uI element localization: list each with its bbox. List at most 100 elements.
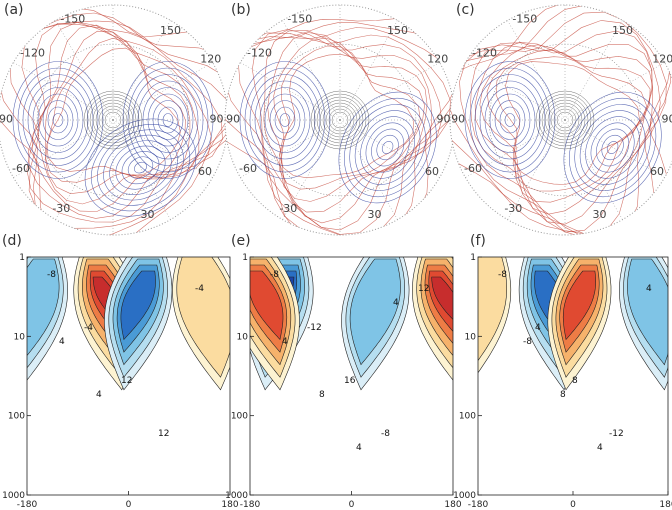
map-lon-label: 30: [593, 208, 607, 221]
map-lon-label: 120: [427, 53, 448, 66]
map-contour-negative: [601, 134, 624, 161]
map-meridian: [339, 119, 440, 178]
map-lon-label: 90: [451, 112, 465, 125]
map-coastline: [331, 111, 349, 129]
contour-label: 8: [560, 390, 566, 400]
map-meridian: [13, 119, 114, 178]
map-meridian: [339, 20, 398, 121]
map-b-field: [225, 5, 455, 235]
negative-contour: [120, 270, 156, 341]
map-contour-positive: [44, 30, 191, 195]
map-lon-label: 120: [652, 53, 672, 66]
map-c-field: [450, 5, 672, 235]
map-lon-label: -120: [472, 47, 497, 60]
y-tick-label: 100: [459, 412, 476, 422]
map-contour-negative: [376, 134, 399, 161]
map-coastline: [98, 105, 128, 135]
map-contour-negative: [360, 116, 415, 179]
map-lon-label: 90: [210, 112, 224, 125]
positive-contour: [562, 270, 597, 341]
map-lon-label: 60: [198, 165, 212, 178]
y-tick-label: 10: [237, 332, 249, 342]
section-field: [27, 257, 230, 495]
map-contour-positive: [46, 47, 181, 177]
map-lon-label: -60: [239, 162, 257, 175]
map-meridian: [55, 20, 114, 121]
section-panel-d: (d) 1 10 100 1000-180 0 180 -8 -4 12 12 -4 4 4: [2, 233, 239, 510]
map-contour-negative: [343, 97, 432, 198]
y-tick-label: 10: [465, 332, 477, 342]
panel-label-c: (c): [456, 2, 475, 18]
contour-label: -4: [84, 323, 93, 333]
map-contour-negative: [109, 140, 172, 195]
map-meridian: [112, 20, 171, 121]
map-coastline: [316, 96, 364, 144]
map-meridian: [112, 62, 213, 121]
map-meridian: [112, 119, 171, 220]
x-tick-label: -180: [17, 500, 38, 510]
map-coastline: [310, 90, 370, 150]
map-lon-label: -150: [512, 12, 537, 25]
section-panel-e: (e) 1 10 100 1000-180 0 180 -8 -12 16 -8 12 4 8 4 4: [225, 233, 462, 510]
positive-contour: [478, 257, 507, 362]
map-coastline: [325, 105, 355, 135]
contour-label: -8: [523, 337, 532, 347]
map-coastline: [544, 99, 586, 141]
map-lon-label: 120: [200, 53, 221, 66]
section-field: [250, 257, 453, 495]
map-lon-label: -150: [60, 12, 85, 25]
x-tick-label: 0: [349, 500, 355, 510]
map-coastline: [538, 93, 592, 147]
negative-contour: [27, 258, 60, 356]
map-contour-negative: [365, 122, 410, 173]
y-tick-label: 1: [470, 253, 476, 263]
y-tick-label: 10: [14, 332, 26, 342]
map-lon-label: -120: [20, 47, 45, 60]
map-meridian: [13, 62, 114, 121]
map-panel-a: (a) -150 150 -120 120 90 90 -60 60 -30 30: [0, 2, 229, 236]
map-lon-label: 30: [368, 208, 382, 221]
map-coastline: [322, 102, 358, 138]
map-meridian: [564, 62, 665, 121]
contour-label: 8: [572, 376, 578, 386]
map-coastline: [86, 93, 140, 147]
map-meridian: [564, 119, 665, 178]
section-field: [478, 257, 668, 495]
positive-contour: [431, 276, 453, 320]
x-tick-label: 180: [659, 500, 672, 510]
negative-contour: [349, 258, 401, 366]
map-meridian: [339, 62, 440, 121]
map-lon-label: 150: [160, 24, 181, 37]
positive-contour: [250, 270, 284, 341]
contour-label: -12: [307, 323, 322, 333]
map-meridian: [564, 119, 623, 220]
contour-label: -12: [609, 429, 624, 439]
map-coastline: [313, 93, 367, 147]
map-lon-label: 30: [141, 208, 155, 221]
map-coastline: [556, 111, 574, 129]
map-contour-negative: [127, 156, 154, 179]
map-contour-negative: [585, 116, 640, 179]
y-tick-label: 1000: [453, 491, 476, 501]
map-contour-negative: [590, 122, 635, 173]
map-meridian: [282, 119, 341, 220]
x-tick-label: -180: [468, 500, 489, 510]
map-contour-negative: [606, 141, 619, 154]
contour-label: 4: [356, 443, 362, 453]
map-lon-label: -30: [52, 202, 70, 215]
contour-label: 16: [344, 376, 356, 386]
map-meridian: [240, 119, 341, 178]
map-meridian: [465, 62, 566, 121]
panel-label-f: (f): [470, 233, 486, 249]
map-lon-label: -30: [504, 202, 522, 215]
map-lon-label: -120: [247, 47, 272, 60]
map-c-border: [449, 4, 672, 236]
contour-label: -8: [47, 270, 56, 280]
x-tick-label: 180: [444, 500, 461, 510]
map-meridian: [240, 62, 341, 121]
map-contour-negative: [90, 123, 191, 212]
contour-label: 4: [597, 443, 603, 453]
map-lon-label: -60: [12, 162, 30, 175]
map-contour-negative: [381, 141, 394, 154]
